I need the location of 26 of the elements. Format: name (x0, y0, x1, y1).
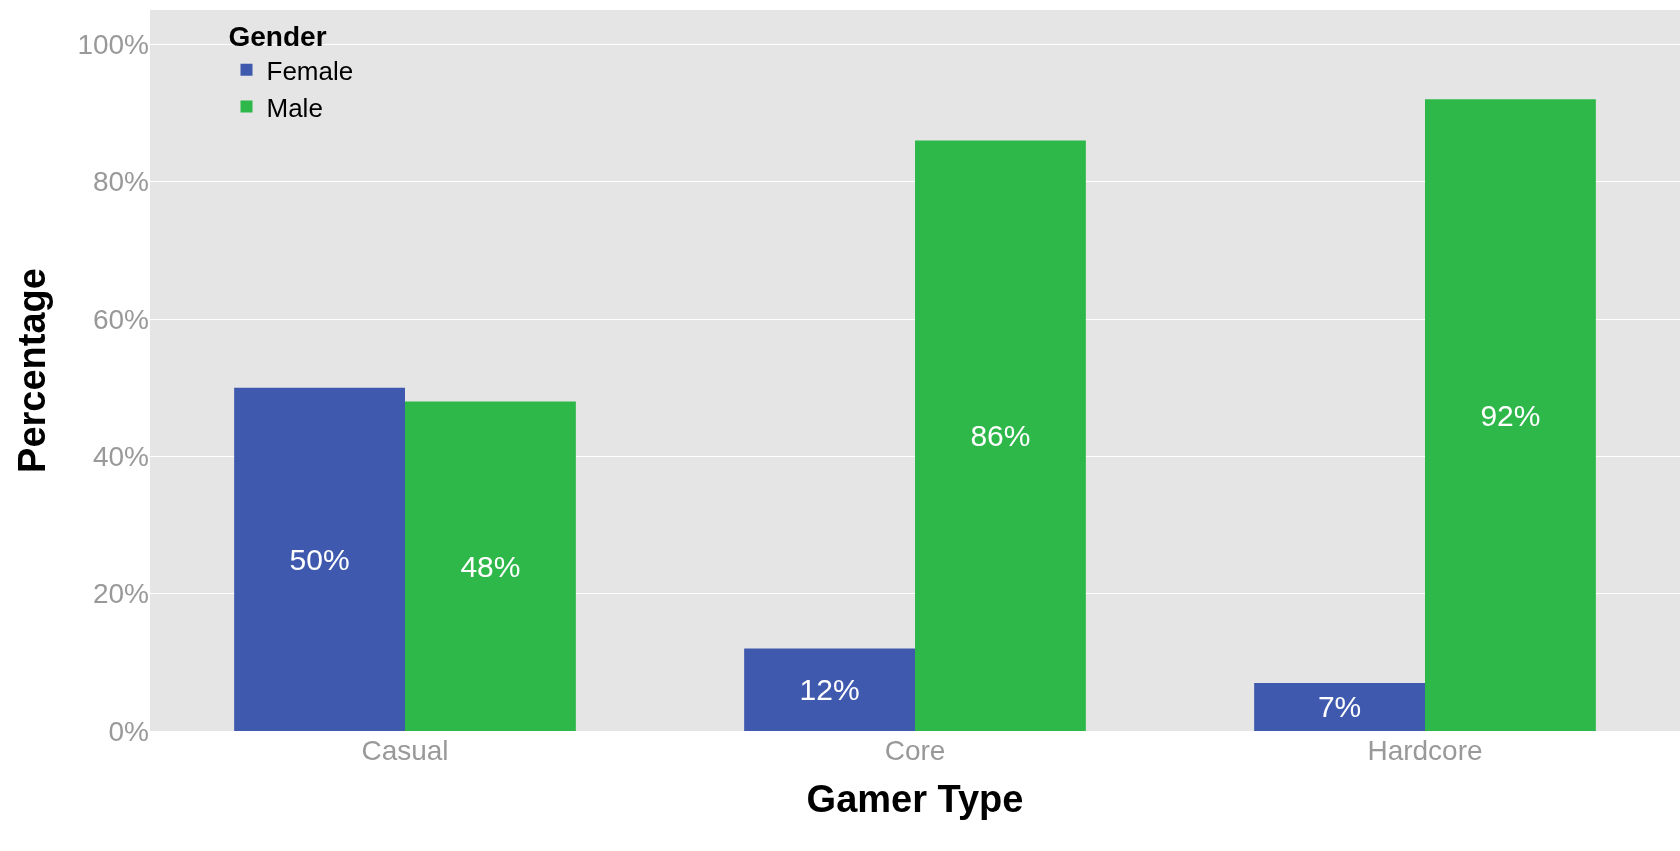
y-axis-title: Percentage (10, 268, 53, 473)
y-tick-label: 40% (92, 441, 149, 473)
x-axis-title: Gamer Type (806, 778, 1024, 821)
y-tick-label: 80% (92, 166, 149, 198)
legend-label: Male (266, 92, 323, 123)
data-label: 12% (799, 673, 860, 707)
x-tick-label: Hardcore (1367, 735, 1483, 766)
legend-label: Female (266, 55, 354, 86)
x-tick-label: Casual (361, 735, 449, 766)
data-label: 92% (1480, 398, 1541, 432)
y-tick-label: 20% (92, 578, 149, 610)
y-tick-label: 100% (77, 29, 149, 61)
y-tick-label: 0% (108, 715, 149, 747)
data-label: 50% (289, 542, 350, 576)
bar (915, 140, 1086, 731)
data-label: 7% (1317, 690, 1362, 724)
data-label: 86% (970, 419, 1031, 453)
bar (1425, 99, 1596, 731)
y-tick-label: 60% (92, 303, 149, 335)
x-tick-label: Core (884, 735, 946, 766)
bar (744, 648, 915, 731)
bar (1254, 682, 1425, 731)
bar (234, 387, 405, 731)
bar (405, 401, 576, 731)
legend-title: Gender (228, 21, 327, 53)
data-label: 48% (460, 549, 521, 583)
